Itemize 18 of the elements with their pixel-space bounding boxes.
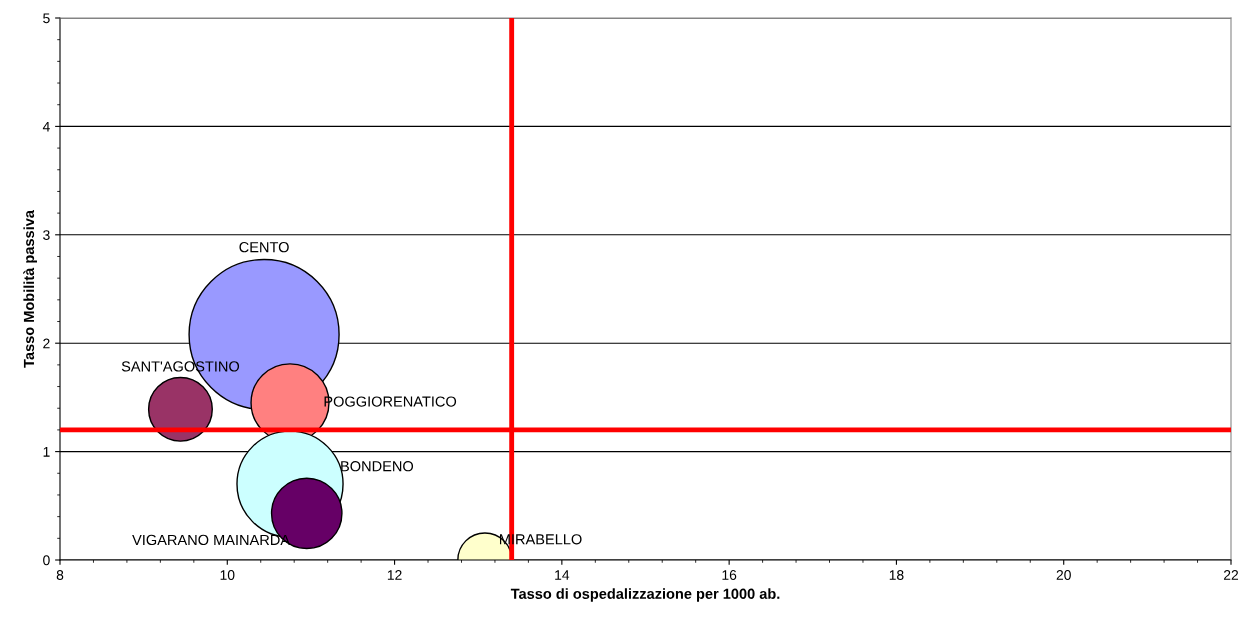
y-tick-label: 0 [43,555,50,566]
x-tick-label: 12 [387,570,402,580]
x-tick-label: 8 [56,570,64,580]
x-tick-label: 20 [1056,570,1071,580]
y-tick-label: 1 [43,447,50,457]
y-tick-label: 2 [43,338,50,349]
y-tick-label: 4 [42,121,50,132]
y-tick-label: 3 [43,230,50,240]
y-axis-title: Tasso Mobilità passiva [23,210,37,368]
x-tick-label: 14 [555,570,570,580]
x-axis-title: Tasso di ospedalizzazione per 1000 ab. [510,588,780,602]
x-tick-label: 22 [1223,570,1239,580]
x-tick-label: 18 [889,570,904,580]
y-tick-label: 5 [43,13,50,24]
series-label: BONDENO [341,461,414,472]
x-tick-label: 16 [722,570,737,580]
x-tick-label: 10 [220,570,235,580]
series-label: CENTO [239,242,289,253]
